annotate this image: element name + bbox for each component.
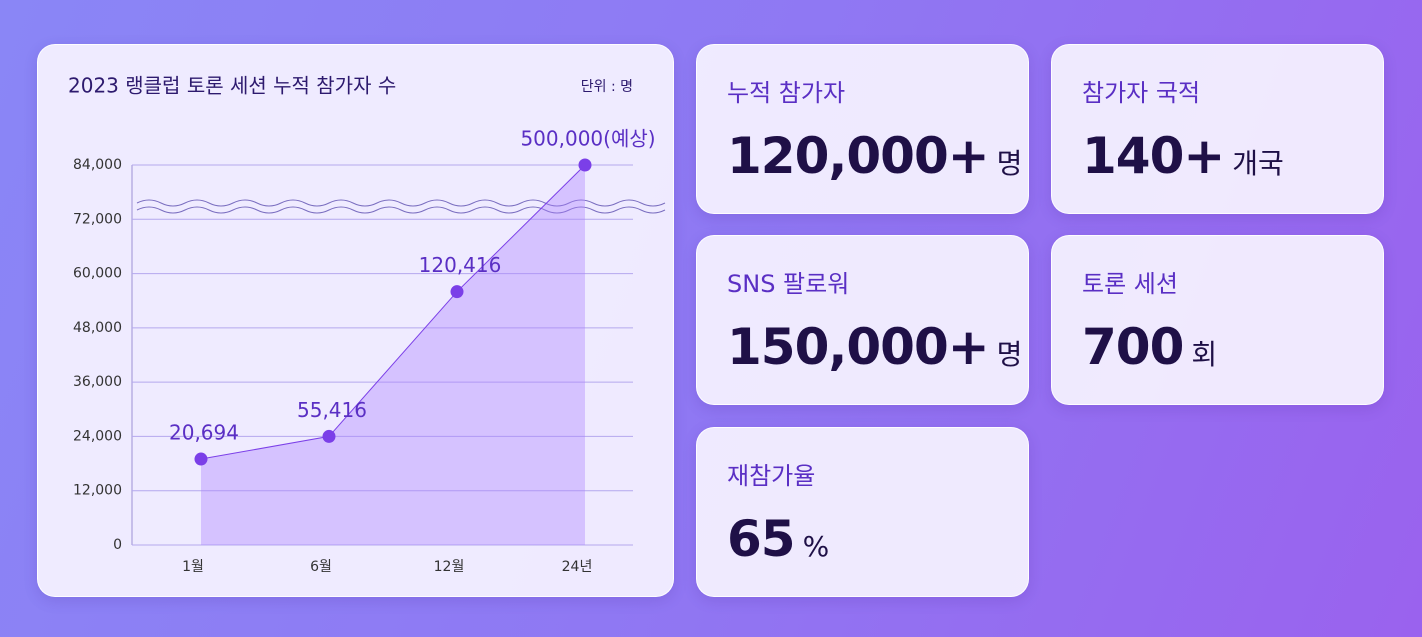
chart: 2023 랭클럽 토론 세션 누적 참가자 수 단위 : 명 0 12,000 24… (68, 73, 665, 575)
stat-label: 토론 세션 (1082, 270, 1178, 298)
area (200, 164, 585, 545)
stat-label: 누적 참가자 (727, 79, 846, 107)
point (194, 452, 207, 466)
x-tick-label: 24년 (561, 559, 592, 575)
stat-card: 재참가율 65% (696, 427, 1029, 597)
stat-label: SNS 팔로워 (727, 270, 850, 298)
y-tick-label: 60,000 (73, 265, 122, 281)
stat-card: SNS 팔로워 150,000+ 명 (696, 235, 1029, 405)
axis-break (136, 199, 665, 213)
stat-card: 참가자 국적 140+ 개국 (1051, 44, 1384, 214)
break-line (136, 206, 665, 213)
point (578, 158, 591, 171)
point-label: 55,416 (297, 397, 367, 421)
stat-row: 65% (727, 510, 1028, 568)
point (450, 284, 463, 298)
y-tick-label: 84,000 (73, 157, 122, 173)
stat-unit: 개국 (1232, 147, 1284, 180)
point-label: 120,416 (418, 253, 501, 277)
stat-value: 140+ (1082, 127, 1225, 185)
stat-unit: % (802, 530, 830, 563)
point-label: 20,694 (169, 420, 239, 444)
stat-value: 700 (1082, 318, 1184, 376)
y-tick-label: 36,000 (73, 374, 122, 390)
stat-unit: 명 (996, 338, 1023, 371)
line (200, 164, 585, 460)
x-tick-label: 1월 (182, 559, 204, 575)
y-tick-label: 48,000 (73, 319, 122, 335)
stat-row: 150,000+ 명 (727, 318, 1028, 376)
stat-value: 120,000+ (727, 127, 990, 185)
stat-unit: 회 (1191, 338, 1218, 371)
y-tick-label: 12,000 (73, 482, 122, 498)
y-tick-label: 72,000 (73, 211, 122, 227)
stat-row: 120,000+ 명 (727, 127, 1028, 185)
break-line (136, 199, 665, 206)
x-tick-label: 6월 (310, 559, 332, 575)
stat-label: 참가자 국적 (1082, 79, 1201, 107)
point-label: 500,000(예상) (520, 126, 655, 150)
stat-row: 700 회 (1082, 318, 1383, 376)
stat-unit: 명 (996, 147, 1023, 180)
chart-title: 2023 랭클럽 토론 세션 누적 참가자 수 (68, 73, 396, 97)
stat-value: 65 (727, 510, 796, 568)
stat-value: 150,000+ (727, 318, 990, 376)
stat-label: 재참가율 (727, 462, 816, 490)
y-tick-label: 24,000 (73, 428, 122, 444)
unit-note: 단위 : 명 (580, 79, 632, 95)
stat-row: 140+ 개국 (1082, 127, 1383, 185)
x-tick-label: 12월 (433, 559, 464, 575)
y-tick-label: 0 (113, 537, 122, 553)
point (322, 429, 335, 443)
stat-card: 토론 세션 700 회 (1051, 235, 1384, 405)
stat-card: 누적 참가자 120,000+ 명 (696, 44, 1029, 214)
chart-card: 2023 랭클럽 토론 세션 누적 참가자 수 단위 : 명 0 12,000 24… (37, 44, 674, 597)
